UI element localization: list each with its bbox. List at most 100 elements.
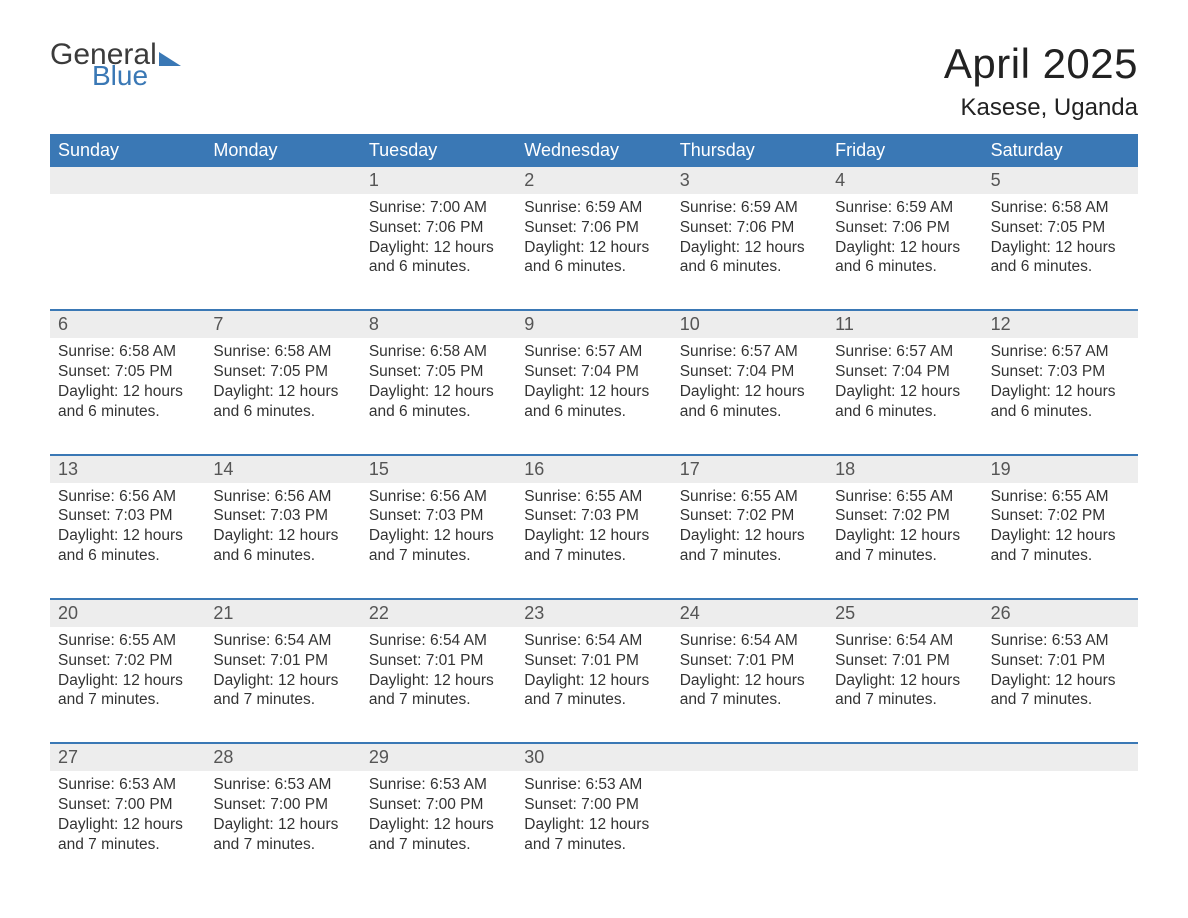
weekday-header-row: Sunday Monday Tuesday Wednesday Thursday… [50,134,1138,167]
sunrise-text: Sunrise: 6:54 AM [835,631,974,651]
date-number: 3 [672,167,827,194]
logo-word-blue: Blue [92,62,183,90]
sunset-text: Sunset: 7:01 PM [213,651,352,671]
daylight-text: Daylight: 12 hours and 7 minutes. [835,671,974,711]
date-number: 22 [361,600,516,627]
sunset-text: Sunset: 7:00 PM [213,795,352,815]
date-number: 2 [516,167,671,194]
day-content-row: Sunrise: 6:53 AM Sunset: 7:00 PM Daylight:… [50,771,1138,872]
header: General Blue April 2025 Kasese, Uganda [50,40,1138,122]
date-number: 15 [361,456,516,483]
day-cell: Sunrise: 6:53 AMSunset: 7:00 PMDaylight:… [361,771,516,872]
sunset-text: Sunset: 7:02 PM [58,651,197,671]
week-block: 12345Sunrise: 7:00 AMSunset: 7:06 PMDayl… [50,167,1138,295]
day-cell: Sunrise: 6:55 AMSunset: 7:02 PMDaylight:… [50,627,205,728]
daylight-text: Daylight: 12 hours and 6 minutes. [213,526,352,566]
date-number: 1 [361,167,516,194]
date-number: 4 [827,167,982,194]
day-cell: Sunrise: 6:54 AMSunset: 7:01 PMDaylight:… [516,627,671,728]
date-number: 17 [672,456,827,483]
day-cell [205,194,360,295]
date-number-strip: 13141516171819 [50,454,1138,483]
date-number: 24 [672,600,827,627]
sunset-text: Sunset: 7:03 PM [369,506,508,526]
logo-stack: General Blue [50,40,183,90]
sunrise-text: Sunrise: 6:53 AM [991,631,1130,651]
sunrise-text: Sunrise: 6:55 AM [58,631,197,651]
date-number: 7 [205,311,360,338]
daylight-text: Daylight: 12 hours and 7 minutes. [58,815,197,855]
sunrise-text: Sunrise: 6:57 AM [524,342,663,362]
sunset-text: Sunset: 7:03 PM [58,506,197,526]
sunrise-text: Sunrise: 6:54 AM [524,631,663,651]
date-number: 14 [205,456,360,483]
daylight-text: Daylight: 12 hours and 6 minutes. [991,382,1130,422]
daylight-text: Daylight: 12 hours and 6 minutes. [835,238,974,278]
date-number: 27 [50,744,205,771]
sunrise-text: Sunrise: 6:59 AM [524,198,663,218]
daylight-text: Daylight: 12 hours and 7 minutes. [369,526,508,566]
day-cell: Sunrise: 6:53 AMSunset: 7:00 PMDaylight:… [205,771,360,872]
daylight-text: Daylight: 12 hours and 6 minutes. [680,382,819,422]
sunset-text: Sunset: 7:03 PM [524,506,663,526]
month-title: April 2025 [944,40,1138,88]
logo-triangle-icon [159,52,181,66]
location-label: Kasese, Uganda [944,94,1138,122]
day-cell: Sunrise: 6:55 AMSunset: 7:02 PMDaylight:… [827,483,982,584]
sunset-text: Sunset: 7:05 PM [213,362,352,382]
daylight-text: Daylight: 12 hours and 6 minutes. [213,382,352,422]
sunset-text: Sunset: 7:01 PM [524,651,663,671]
sunrise-text: Sunrise: 6:56 AM [369,487,508,507]
day-cell: Sunrise: 6:57 AMSunset: 7:04 PMDaylight:… [672,338,827,439]
day-cell: Sunrise: 7:00 AMSunset: 7:06 PMDaylight:… [361,194,516,295]
sunrise-text: Sunrise: 6:58 AM [58,342,197,362]
daylight-text: Daylight: 12 hours and 7 minutes. [524,671,663,711]
daylight-text: Daylight: 12 hours and 7 minutes. [524,815,663,855]
sunrise-text: Sunrise: 6:57 AM [835,342,974,362]
date-number: 10 [672,311,827,338]
sunset-text: Sunset: 7:06 PM [680,218,819,238]
sunrise-text: Sunrise: 6:55 AM [524,487,663,507]
daylight-text: Daylight: 12 hours and 7 minutes. [680,671,819,711]
date-number [827,744,982,771]
date-number-strip: 20212223242526 [50,598,1138,627]
logo: General Blue [50,40,183,90]
daylight-text: Daylight: 12 hours and 7 minutes. [991,526,1130,566]
day-cell [50,194,205,295]
week-block: 13141516171819Sunrise: 6:56 AMSunset: 7:… [50,454,1138,584]
day-cell: Sunrise: 6:54 AMSunset: 7:01 PMDaylight:… [827,627,982,728]
day-cell [672,771,827,872]
date-number: 13 [50,456,205,483]
day-cell: Sunrise: 6:56 AMSunset: 7:03 PMDaylight:… [361,483,516,584]
daylight-text: Daylight: 12 hours and 6 minutes. [835,382,974,422]
day-cell: Sunrise: 6:56 AMSunset: 7:03 PMDaylight:… [50,483,205,584]
day-cell: Sunrise: 6:54 AMSunset: 7:01 PMDaylight:… [672,627,827,728]
sunset-text: Sunset: 7:05 PM [369,362,508,382]
date-number: 23 [516,600,671,627]
daylight-text: Daylight: 12 hours and 6 minutes. [369,382,508,422]
daylight-text: Daylight: 12 hours and 7 minutes. [369,671,508,711]
sunset-text: Sunset: 7:03 PM [213,506,352,526]
weekday-header: Friday [827,134,982,167]
sunrise-text: Sunrise: 6:58 AM [213,342,352,362]
sunset-text: Sunset: 7:02 PM [835,506,974,526]
date-number-strip: 12345 [50,167,1138,194]
sunrise-text: Sunrise: 6:56 AM [213,487,352,507]
weekday-header: Monday [205,134,360,167]
day-cell: Sunrise: 6:58 AMSunset: 7:05 PMDaylight:… [361,338,516,439]
date-number: 30 [516,744,671,771]
date-number: 18 [827,456,982,483]
sunrise-text: Sunrise: 6:59 AM [835,198,974,218]
sunrise-text: Sunrise: 6:53 AM [524,775,663,795]
date-number: 12 [983,311,1138,338]
day-cell [983,771,1138,872]
day-cell: Sunrise: 6:59 AMSunset: 7:06 PMDaylight:… [827,194,982,295]
day-content-row: Sunrise: 6:56 AMSunset: 7:03 PMDaylight:… [50,483,1138,584]
sunset-text: Sunset: 7:02 PM [680,506,819,526]
day-cell: Sunrise: 6:54 AMSunset: 7:01 PMDaylight:… [205,627,360,728]
sunrise-text: Sunrise: 6:54 AM [680,631,819,651]
date-number: 19 [983,456,1138,483]
day-cell: Sunrise: 6:55 AMSunset: 7:02 PMDaylight:… [983,483,1138,584]
sunrise-text: Sunrise: 6:55 AM [991,487,1130,507]
sunset-text: Sunset: 7:01 PM [991,651,1130,671]
